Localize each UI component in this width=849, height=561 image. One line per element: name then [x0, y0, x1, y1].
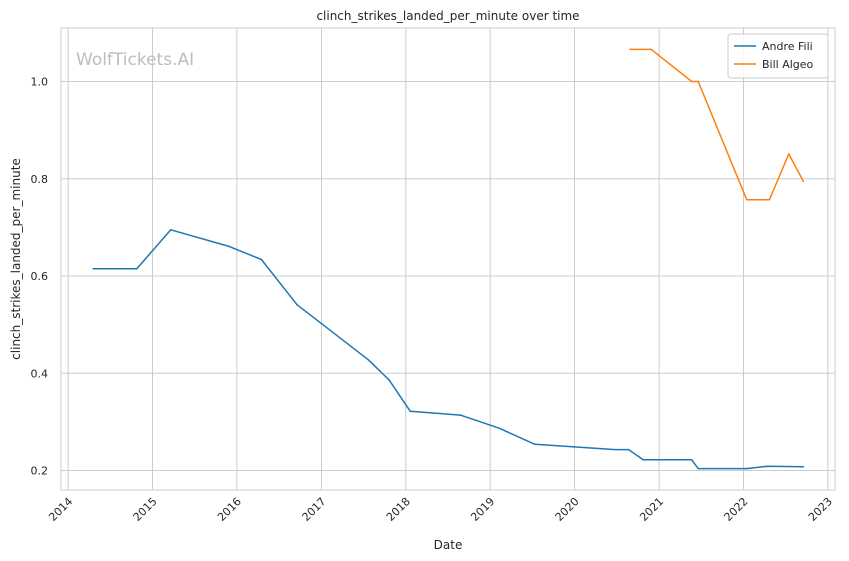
- legend-label: Bill Algeo: [762, 58, 814, 71]
- data-point: [228, 245, 230, 248]
- data-point: [627, 448, 630, 451]
- y-tick-label: 1.0: [31, 75, 49, 88]
- series-layer: [92, 48, 805, 470]
- y-tick-labels: 0.2 0.4 0.6 0.8 1.0: [31, 75, 49, 477]
- data-point: [388, 379, 390, 381]
- data-point: [690, 459, 693, 461]
- data-point: [802, 465, 805, 468]
- data-point: [629, 48, 632, 51]
- data-point: [614, 448, 617, 451]
- y-axis-title: clinch_strikes_landed_per_minute: [9, 158, 23, 360]
- data-point: [498, 427, 500, 430]
- y-tick-label: 0.2: [31, 465, 49, 478]
- legend-label: Andre Fili: [762, 40, 813, 53]
- y-tick-label: 0.4: [31, 367, 49, 380]
- watermark: WolfTickets.AI: [76, 50, 194, 70]
- grid-lines: [61, 28, 835, 490]
- data-point: [136, 267, 138, 270]
- legend: Andre Fili Bill Algeo: [727, 33, 829, 79]
- data-point: [409, 410, 412, 413]
- data-point: [745, 467, 748, 470]
- y-tick-label: 0.8: [31, 173, 49, 186]
- chart-title: clinch_strikes_landed_per_minute over ti…: [316, 9, 579, 23]
- data-point: [697, 80, 699, 83]
- data-point: [367, 358, 369, 361]
- data-point: [459, 414, 462, 416]
- y-tick-label: 0.6: [31, 270, 49, 283]
- plot-frame: [60, 27, 836, 491]
- data-point: [745, 198, 748, 201]
- data-point: [260, 258, 263, 261]
- data-point: [802, 180, 805, 182]
- data-point: [533, 443, 536, 446]
- data-point: [697, 467, 699, 470]
- legend-box: [727, 33, 829, 79]
- series-line-0: [92, 229, 805, 470]
- x-axis-title: Date: [434, 538, 463, 552]
- data-point: [642, 459, 644, 461]
- data-point: [169, 229, 172, 231]
- data-point: [650, 48, 653, 51]
- data-point: [766, 465, 769, 467]
- data-point: [296, 303, 298, 306]
- data-point: [768, 198, 771, 201]
- data-point: [92, 267, 95, 270]
- data-point: [690, 80, 693, 83]
- series-line-1: [629, 48, 805, 201]
- data-point: [787, 153, 790, 155]
